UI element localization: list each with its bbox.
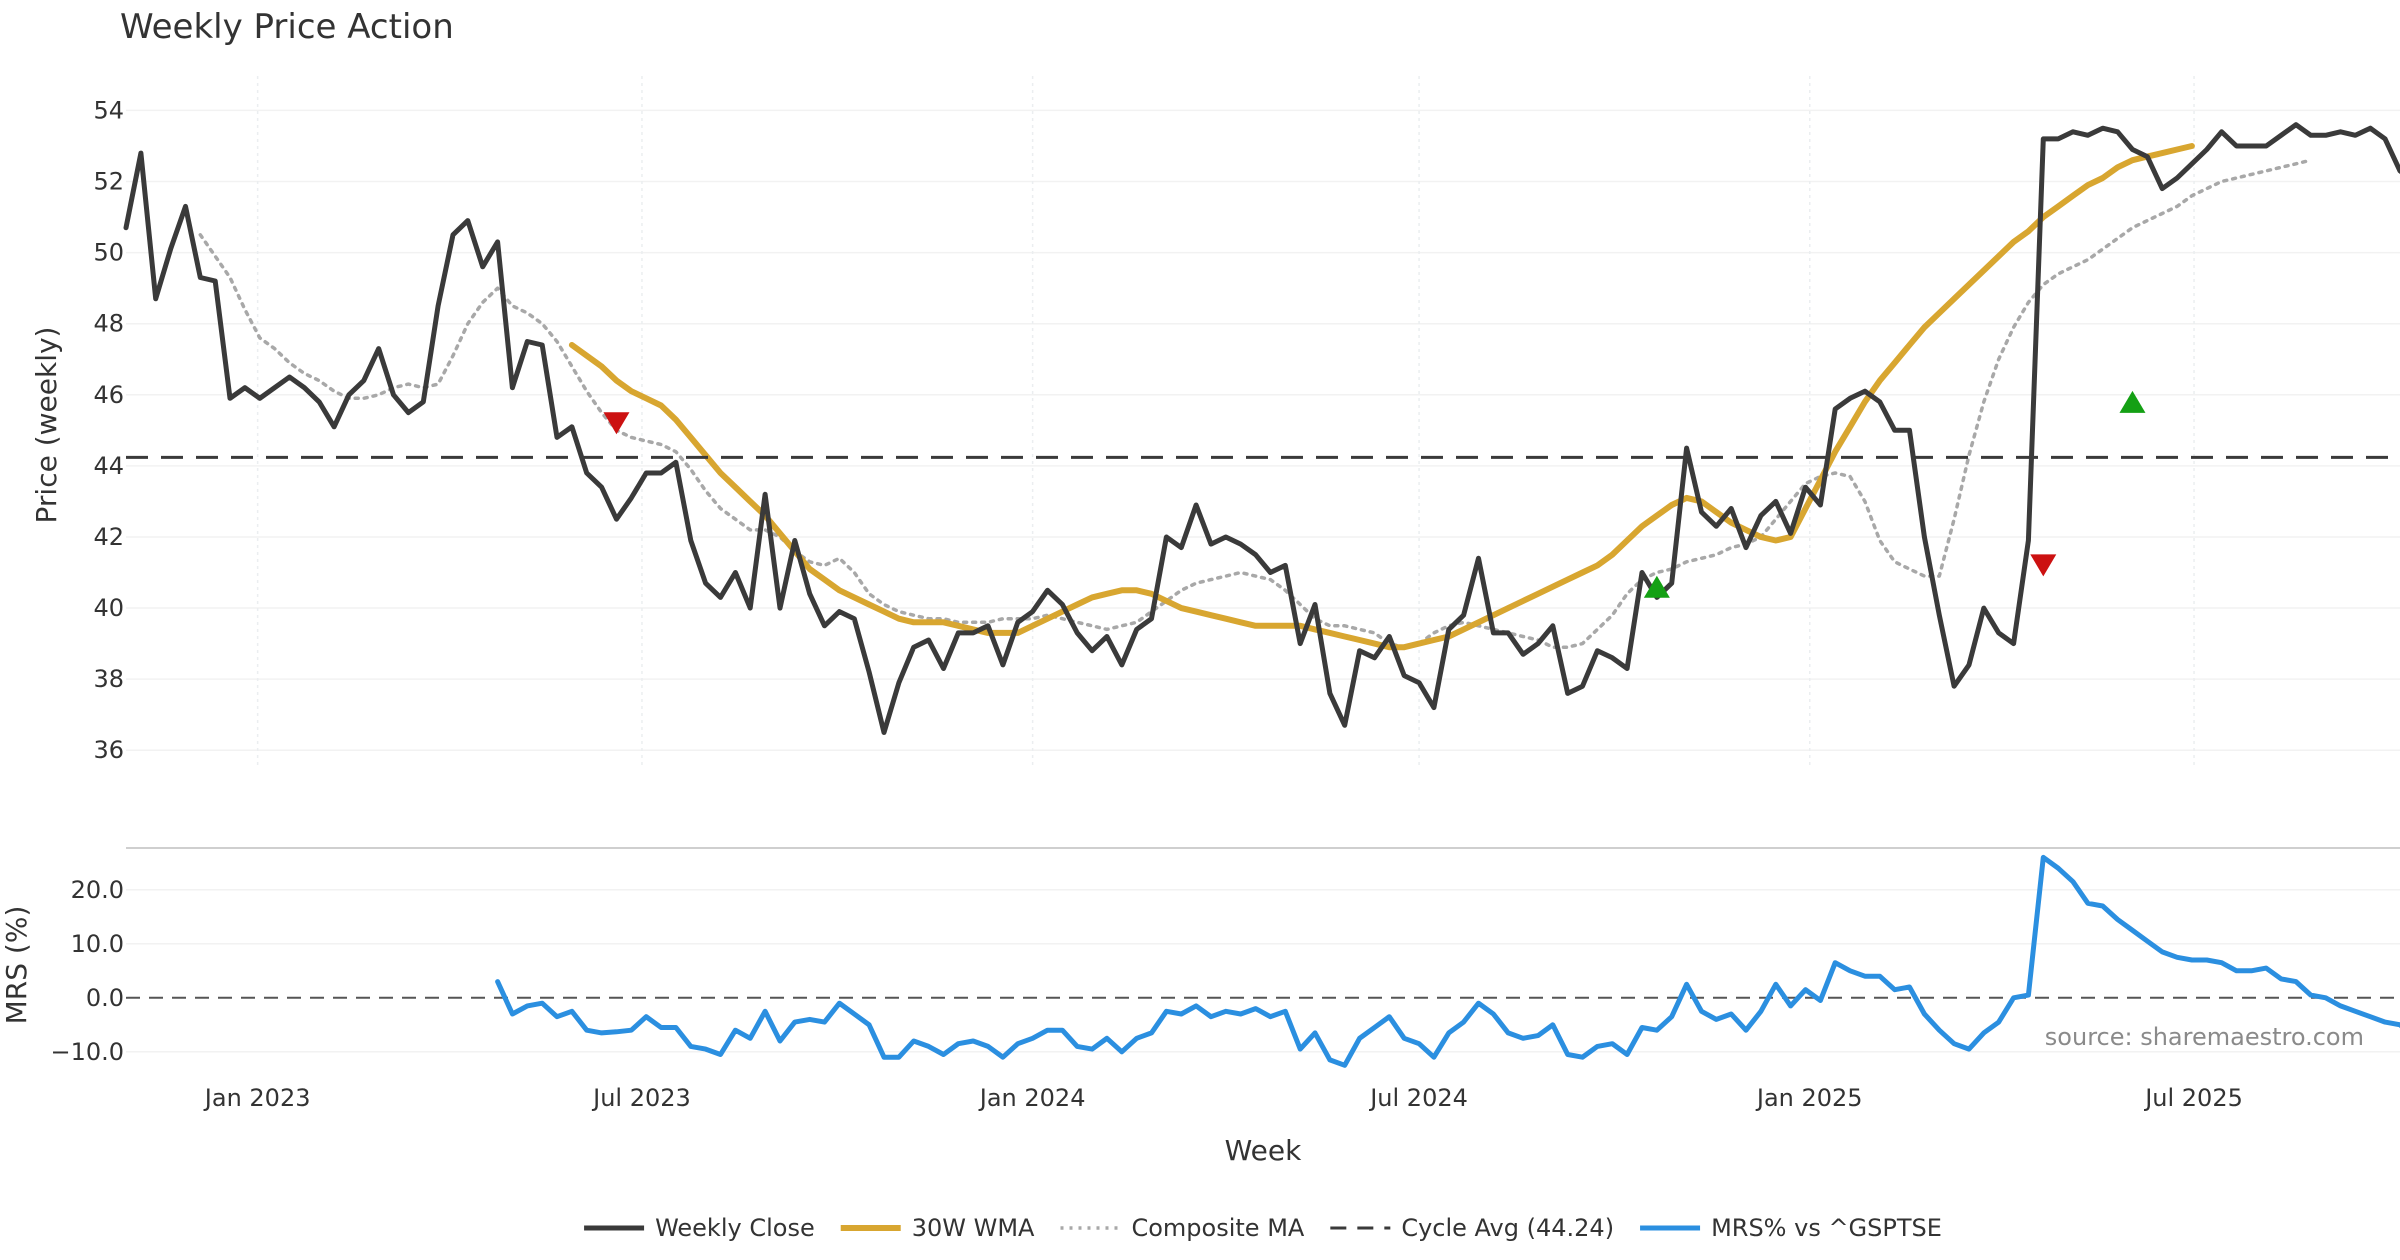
price-markers bbox=[603, 390, 2146, 598]
source-text: source: sharemaestro.com bbox=[2045, 1023, 2364, 1051]
price-ytick-label: 48 bbox=[93, 310, 124, 338]
price-ytick-label: 38 bbox=[93, 665, 124, 693]
x-ticks: Jan 2023 Jul 2023 Jan 2024 Jul 2024 Jan 2025… bbox=[203, 1084, 2243, 1112]
legend: Weekly Close 30W WMA Composite MA Cycle Avg… bbox=[584, 1214, 1942, 1242]
series-30w-wma bbox=[568, 143, 2195, 651]
buy-signal-marker bbox=[2119, 390, 2146, 413]
x-tick-label: Jan 2023 bbox=[203, 1084, 311, 1112]
x-tick-label: Jan 2024 bbox=[978, 1084, 1086, 1112]
sell-signal-marker bbox=[2030, 554, 2057, 577]
price-ytick-label: 54 bbox=[93, 96, 124, 124]
mrs-ytick-label: 10.0 bbox=[71, 930, 124, 958]
price-ytick-label: 46 bbox=[93, 381, 124, 409]
x-tick-label: Jul 2025 bbox=[2143, 1084, 2243, 1112]
price-ytick-label: 40 bbox=[93, 594, 124, 622]
series-weekly-close bbox=[123, 122, 2400, 735]
series-mrs-vs-gsptse bbox=[495, 854, 2400, 1068]
legend-label: 30W WMA bbox=[912, 1214, 1035, 1242]
legend-label: MRS% vs ^GSPTSE bbox=[1711, 1214, 1942, 1242]
x-tick-label: Jan 2025 bbox=[1755, 1084, 1863, 1112]
chart-title: Weekly Price Action bbox=[120, 7, 454, 47]
sell-signal-marker bbox=[603, 412, 630, 435]
price-axis-label: Price (weekly) bbox=[30, 327, 63, 524]
price-ytick-label: 50 bbox=[93, 239, 124, 267]
x-tick-label: Jul 2024 bbox=[1368, 1084, 1468, 1112]
price-ytick-label: 52 bbox=[93, 168, 124, 196]
legend-label: Cycle Avg (44.24) bbox=[1401, 1214, 1614, 1242]
price-ytick-label: 36 bbox=[93, 736, 124, 764]
mrs-ytick-label: 0.0 bbox=[86, 984, 124, 1012]
legend-label: Weekly Close bbox=[655, 1214, 815, 1242]
price-series bbox=[123, 122, 2400, 735]
mrs-axis-label: MRS (%) bbox=[0, 906, 33, 1025]
price-yticks: 36 38 40 42 44 46 48 50 52 54 bbox=[93, 96, 124, 764]
mrs-yticks: −10.0 0.0 10.0 20.0 bbox=[50, 876, 124, 1066]
series-composite-ma bbox=[198, 158, 2313, 649]
price-ytick-label: 44 bbox=[93, 452, 124, 480]
x-tick-label: Jul 2023 bbox=[591, 1084, 691, 1112]
legend-label: Composite MA bbox=[1131, 1214, 1304, 1242]
mrs-ytick-label: 20.0 bbox=[71, 876, 124, 904]
mrs-ytick-label: −10.0 bbox=[50, 1038, 124, 1066]
price-ytick-label: 42 bbox=[93, 523, 124, 551]
buy-signal-marker bbox=[1643, 575, 1670, 598]
x-axis-label: Week bbox=[1225, 1134, 1302, 1167]
mrs-series bbox=[495, 854, 2400, 1068]
price-grid bbox=[126, 76, 2400, 768]
